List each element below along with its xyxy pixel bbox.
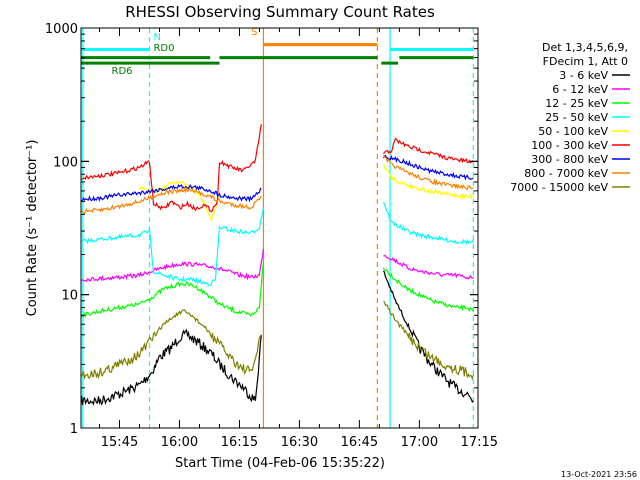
legend-label-0: 3 - 6 keV xyxy=(559,69,608,82)
legend-label-2: 12 - 25 keV xyxy=(545,97,608,110)
x-tick-label-1615: 16:15 xyxy=(221,435,258,450)
flag-label-rd6: RD6 xyxy=(112,66,133,77)
legend-label-7: 800 - 7000 keV xyxy=(524,167,608,180)
series-12-25kev-part-1 xyxy=(81,260,264,319)
y-axis-label: Count Rate (s⁻¹ detector⁻¹) xyxy=(25,140,40,317)
series-100-300kev-part-2 xyxy=(382,137,474,164)
x-tick-label-1600: 16:00 xyxy=(161,435,198,450)
series-25-50kev-part-1 xyxy=(81,207,264,287)
flag-label-s: S xyxy=(251,27,257,38)
series-7000-15000kev-part-2 xyxy=(383,301,474,381)
series-7000-15000kev-part-1 xyxy=(80,309,262,381)
y-tick-label-1000: 1000 xyxy=(45,22,78,37)
x-tick-label-1700: 17:00 xyxy=(401,435,438,450)
flag-label-n: N xyxy=(153,32,160,43)
y-tick-label-1: 1 xyxy=(70,422,78,437)
series-300-800kev-part-1 xyxy=(81,184,262,203)
x-tick-label-1645: 16:45 xyxy=(341,435,378,450)
series-100-300kev-part-1 xyxy=(81,124,262,213)
x-tick-label-1630: 16:30 xyxy=(281,435,318,450)
series-25-50kev-part-2 xyxy=(382,202,474,246)
series-12-25kev-part-2 xyxy=(382,267,474,313)
legend-label-1: 6 - 12 keV xyxy=(552,83,608,96)
plot-frame xyxy=(80,27,479,429)
legend-label-4: 50 - 100 keV xyxy=(538,125,608,138)
x-tick-label-1715: 17:15 xyxy=(461,435,498,450)
series-3-6kev-part-1 xyxy=(80,328,262,406)
y-tick-label-100: 100 xyxy=(53,155,78,170)
series-50-100kev-part-2 xyxy=(382,163,474,200)
legend-label-3: 25 - 50 keV xyxy=(545,111,608,124)
axes-group: 1 10 100 1000 15:45 16:00 16:15 16:30 16:45 17:00… xyxy=(45,22,498,450)
plot-area xyxy=(82,28,474,428)
series-6-12kev-part-1 xyxy=(81,248,264,283)
chart-title: RHESSI Observing Summary Count Rates xyxy=(125,3,435,21)
y-tick-label-10: 10 xyxy=(61,289,78,304)
series-group xyxy=(80,124,474,406)
series-6-12kev-part-2 xyxy=(383,254,474,280)
legend-header-1: FDecim 1, Att 0 xyxy=(543,55,628,68)
legend-label-6: 300 - 800 keV xyxy=(531,153,608,166)
series-300-800kev-part-2 xyxy=(383,154,474,181)
timestamp: 13-Oct-2021 23:56 xyxy=(561,470,637,479)
flag-bars: N S RD0 RD6 xyxy=(81,27,474,77)
legend-label-8: 7000 - 15000 keV xyxy=(510,181,608,194)
x-tick-label-1545: 15:45 xyxy=(101,435,138,450)
series-800-7000kev-part-2 xyxy=(382,154,474,191)
x-axis-label: Start Time (04-Feb-06 15:35:22) xyxy=(175,456,385,471)
legend: Det 1,3,4,5,6,9,FDecim 1, Att 03 - 6 keV… xyxy=(510,41,630,194)
series-3-6kev-part-2 xyxy=(382,270,474,404)
legend-label-5: 100 - 300 keV xyxy=(531,139,608,152)
series-800-7000kev-part-1 xyxy=(81,186,262,214)
legend-header-0: Det 1,3,4,5,6,9, xyxy=(542,41,628,54)
flag-label-rd0: RD0 xyxy=(153,43,174,54)
